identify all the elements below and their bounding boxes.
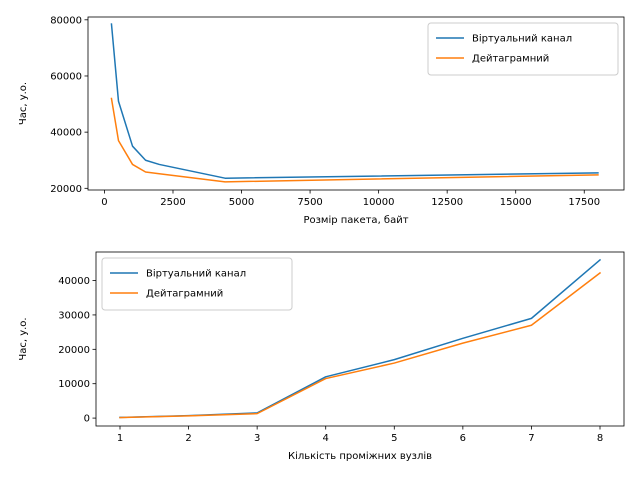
legend: Віртуальний канал Дейтаграмний (101, 257, 293, 311)
series-line-datagram (110, 97, 599, 183)
y-tick-label: 30000 (58, 310, 90, 321)
x-tick-label: 7 (528, 433, 534, 444)
x-tick-label: 4 (323, 433, 329, 444)
y-tick-label: 40000 (58, 276, 90, 287)
axes-frame (87, 16, 625, 191)
axes-frame (95, 251, 625, 427)
legend-label: Віртуальний канал (472, 33, 572, 45)
y-tick-label: 10000 (58, 379, 90, 390)
legend-label: Дейтаграмний (472, 54, 549, 65)
series-line-virtual-channel (110, 23, 599, 179)
x-tick-label: 2500 (160, 197, 185, 208)
y-tick-label: 20000 (50, 184, 82, 195)
x-tick-label: 6 (460, 433, 466, 444)
subplot-intermediate-nodes: 1 2 3 4 5 6 7 8 0 10000 20000 30000 40000 Кількість п… (18, 251, 625, 462)
y-tick-label: 20000 (58, 345, 90, 356)
y-tick-label: 80000 (50, 15, 82, 26)
x-tick-label: 1 (117, 433, 123, 444)
y-tick-label: 0 (84, 414, 90, 425)
x-tick-label: 5000 (229, 197, 254, 208)
x-tick-label: 17500 (568, 197, 600, 208)
legend-label: Віртуальний канал (146, 268, 246, 280)
series-line-datagram (119, 271, 602, 419)
x-tick-label: 2 (185, 433, 191, 444)
x-axis-label: Розмір пакета, байт (303, 214, 408, 226)
y-axis-label: Час, у.о. (18, 82, 29, 125)
legend-label: Дейтаграмний (146, 289, 223, 300)
subplot-packet-size: 0 2500 5000 7500 10000 12500 15000 17500 20000 40… (18, 15, 625, 226)
y-axis-label: Час, у.о. (18, 317, 29, 360)
legend: Віртуальний канал Дейтаграмний (427, 22, 619, 76)
x-tick-label: 10000 (363, 197, 395, 208)
x-tick-label: 7500 (297, 197, 322, 208)
x-tick-label: 15000 (500, 197, 532, 208)
y-tick-label: 40000 (50, 128, 82, 139)
y-tick-label: 60000 (50, 71, 82, 82)
legend-box (101, 257, 293, 311)
x-tick-label: 12500 (431, 197, 463, 208)
x-tick-label: 0 (101, 197, 107, 208)
x-tick-label: 3 (254, 433, 260, 444)
x-tick-label: 5 (391, 433, 397, 444)
x-axis-label: Кількість проміжних вузлів (288, 450, 432, 462)
x-tick-label: 8 (597, 433, 603, 444)
legend-box (427, 22, 619, 76)
